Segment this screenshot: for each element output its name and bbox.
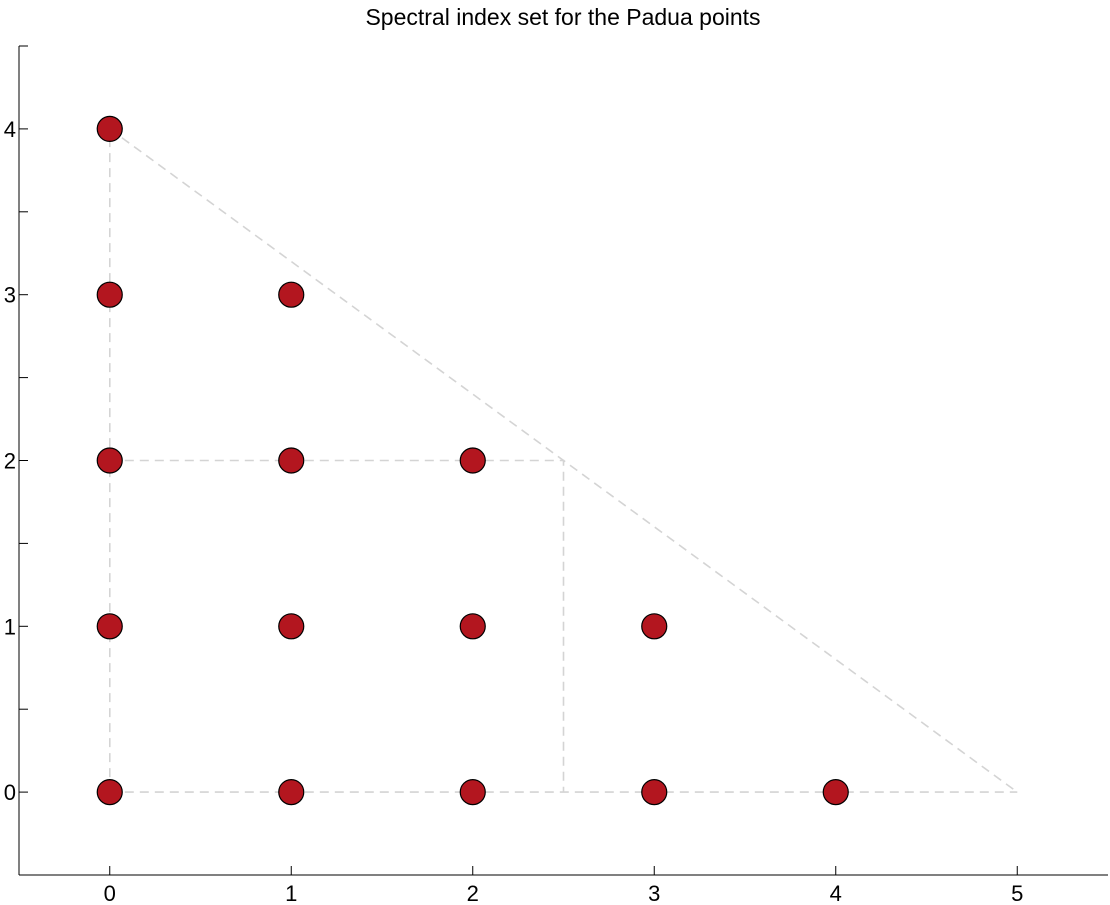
y-tick-label: 3: [4, 283, 16, 308]
data-point: [459, 447, 486, 474]
x-tick-label: 5: [1011, 881, 1023, 905]
guide-line: [109, 459, 565, 793]
data-point: [278, 778, 305, 806]
guide-lines: [109, 128, 1018, 793]
data-point: [96, 447, 123, 474]
data-point: [96, 613, 123, 640]
data-points: [96, 115, 849, 806]
y-tick-label: 2: [4, 449, 16, 474]
data-point: [459, 778, 486, 806]
data-point: [278, 281, 305, 308]
y-tick-label: 0: [4, 780, 16, 805]
data-point: [641, 613, 668, 640]
x-tick-label: 3: [648, 881, 660, 905]
data-point: [96, 281, 123, 308]
x-tick-label: 4: [830, 881, 842, 905]
data-point: [278, 613, 305, 640]
data-point: [822, 778, 849, 806]
x-tick-label: 0: [104, 881, 116, 905]
data-point: [641, 778, 668, 806]
data-point: [278, 447, 305, 474]
y-tick-label: 4: [4, 117, 16, 142]
data-point: [459, 613, 486, 640]
x-tick-label: 2: [467, 881, 479, 905]
y-tick-label: 1: [4, 614, 16, 639]
x-tick-label: 1: [285, 881, 297, 905]
data-point: [96, 778, 123, 806]
chart-title: Spectral index set for the Padua points: [365, 4, 760, 30]
data-point: [96, 115, 123, 142]
ticks: 0 1 2 3 4 5 0 1 2 3 4: [4, 45, 1023, 905]
